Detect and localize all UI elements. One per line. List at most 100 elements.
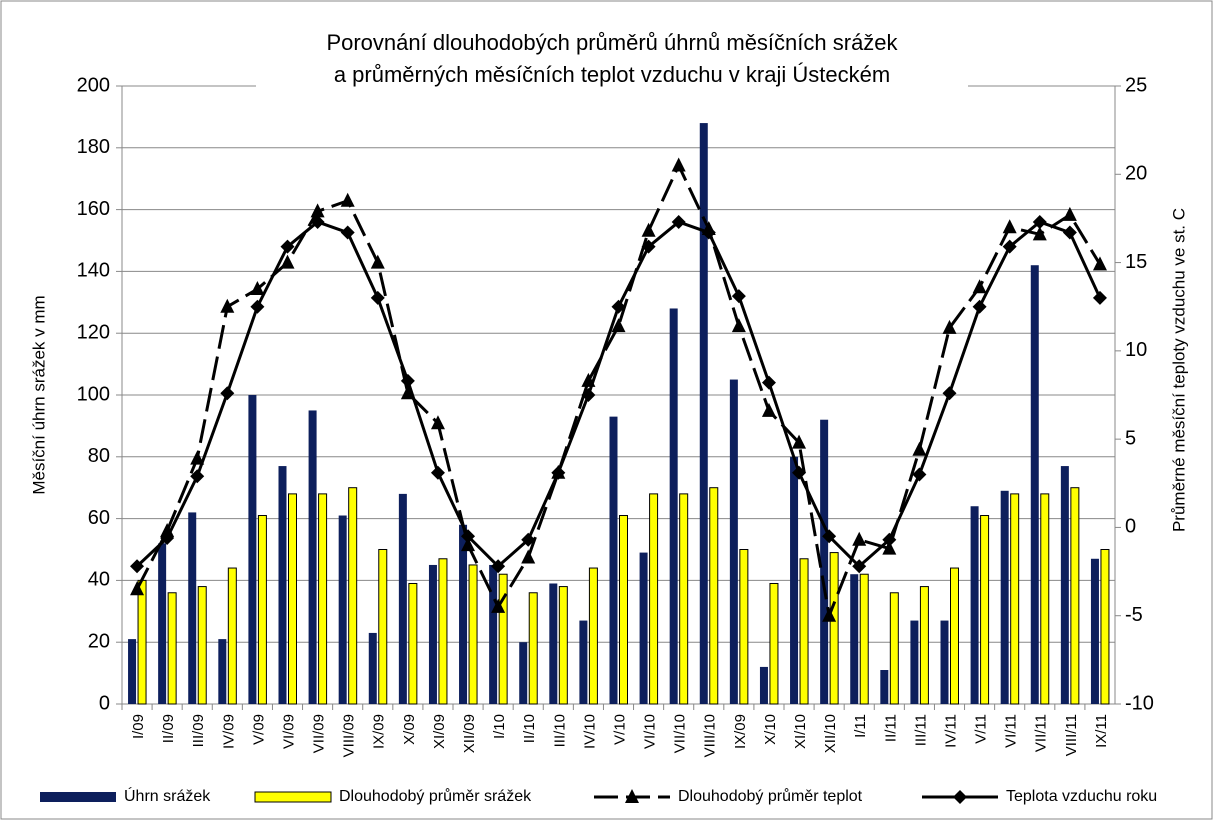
line-marker xyxy=(370,290,385,305)
y-tick-label: 20 xyxy=(88,630,110,652)
legend-swatch xyxy=(254,791,332,803)
title-background xyxy=(256,26,968,96)
line-marker xyxy=(310,203,325,218)
x-tick-label: VII/10 xyxy=(672,714,689,753)
line-marker xyxy=(280,239,295,254)
bar xyxy=(288,493,297,705)
bar xyxy=(348,487,358,705)
x-tick-label: VIII/10 xyxy=(702,714,719,757)
bar xyxy=(669,308,678,704)
line-marker xyxy=(852,531,867,546)
y-tick-label: 140 xyxy=(77,260,110,282)
line-marker xyxy=(852,559,867,574)
legend-marker xyxy=(625,789,639,803)
bar xyxy=(498,573,508,705)
bar xyxy=(880,670,889,704)
y2-tick-label: 20 xyxy=(1125,163,1147,185)
y2-tick-label: 0 xyxy=(1125,516,1136,538)
line-marker xyxy=(942,319,957,334)
x-tick-label: V/09 xyxy=(250,714,267,745)
line-marker xyxy=(792,434,807,449)
bar xyxy=(398,493,407,704)
line-marker xyxy=(792,465,807,480)
x-tick-label: II/10 xyxy=(521,714,538,743)
line-marker xyxy=(641,239,656,254)
bar xyxy=(158,543,167,704)
bar xyxy=(790,456,799,704)
bar xyxy=(428,564,437,704)
line-marker xyxy=(912,467,927,482)
x-tick-label: VII/09 xyxy=(311,714,328,753)
x-tick-label: III/10 xyxy=(551,714,568,747)
line xyxy=(135,163,1102,618)
legend-label: Úhrn srážek xyxy=(124,786,211,805)
line-marker xyxy=(731,318,746,333)
line-marker xyxy=(731,289,746,304)
bar xyxy=(889,592,899,705)
bar xyxy=(729,379,738,704)
bar xyxy=(438,558,448,705)
line-marker xyxy=(130,581,145,596)
bar xyxy=(679,493,689,705)
line-marker xyxy=(160,531,175,546)
bar xyxy=(278,466,287,704)
bar xyxy=(308,410,317,704)
line-marker xyxy=(1092,256,1107,271)
bar xyxy=(257,515,267,705)
x-tick-label: I/09 xyxy=(130,714,147,739)
line-marker xyxy=(822,529,837,544)
x-tick-label: II/11 xyxy=(882,714,899,742)
line-marker xyxy=(220,298,235,313)
line-marker xyxy=(430,415,445,430)
legend-label: Dlouhodobý průměr srážek xyxy=(339,787,532,805)
x-tick-label: IV/10 xyxy=(581,714,598,749)
bar xyxy=(1100,549,1110,705)
x-tick-label: I/10 xyxy=(491,714,508,739)
bar xyxy=(919,586,929,705)
bar xyxy=(1070,487,1080,705)
x-tick-label: XII/10 xyxy=(822,714,839,753)
line-marker xyxy=(491,559,506,574)
y2-tick-label: 25 xyxy=(1125,74,1147,96)
line-marker xyxy=(310,214,325,229)
line-marker xyxy=(581,388,596,402)
bar xyxy=(579,620,588,704)
bar xyxy=(850,574,859,704)
bar xyxy=(338,515,347,704)
line-marker xyxy=(1062,206,1077,221)
line-marker xyxy=(1032,226,1047,241)
y-tick-label: 120 xyxy=(77,321,110,343)
bar xyxy=(459,524,468,704)
line-marker xyxy=(761,375,776,390)
bar xyxy=(709,487,719,705)
x-tick-label: IX/09 xyxy=(371,714,388,749)
x-tick-label: XI/09 xyxy=(431,714,448,749)
x-tick-label: XII/09 xyxy=(461,714,478,753)
bar xyxy=(609,416,618,704)
bar xyxy=(769,582,779,705)
x-tick-label: VI/09 xyxy=(280,714,297,749)
line-marker xyxy=(220,386,235,401)
line-marker xyxy=(461,537,476,552)
bar xyxy=(699,123,708,704)
y2-tick-label: -10 xyxy=(1125,692,1154,714)
x-tick-label: V/11 xyxy=(973,714,990,744)
bar xyxy=(227,567,237,705)
y-axis-title: Měsíční úhrn srážek v mm xyxy=(29,295,48,494)
bar xyxy=(528,592,538,705)
bar xyxy=(859,573,869,705)
bar xyxy=(137,579,147,705)
bar xyxy=(820,419,829,704)
bar xyxy=(799,558,809,705)
y2-tick-label: 10 xyxy=(1125,339,1147,361)
bar xyxy=(980,515,990,705)
chart-title: Porovnání dlouhodobých průměrů úhrnů měs… xyxy=(326,30,898,55)
line-marker xyxy=(130,559,145,574)
y-tick-label: 160 xyxy=(77,198,110,220)
x-tick-label: III/11 xyxy=(912,714,929,746)
bar xyxy=(408,582,418,705)
bar xyxy=(167,592,177,705)
x-tick-label: VI/11 xyxy=(1003,714,1020,748)
bar xyxy=(970,506,979,704)
